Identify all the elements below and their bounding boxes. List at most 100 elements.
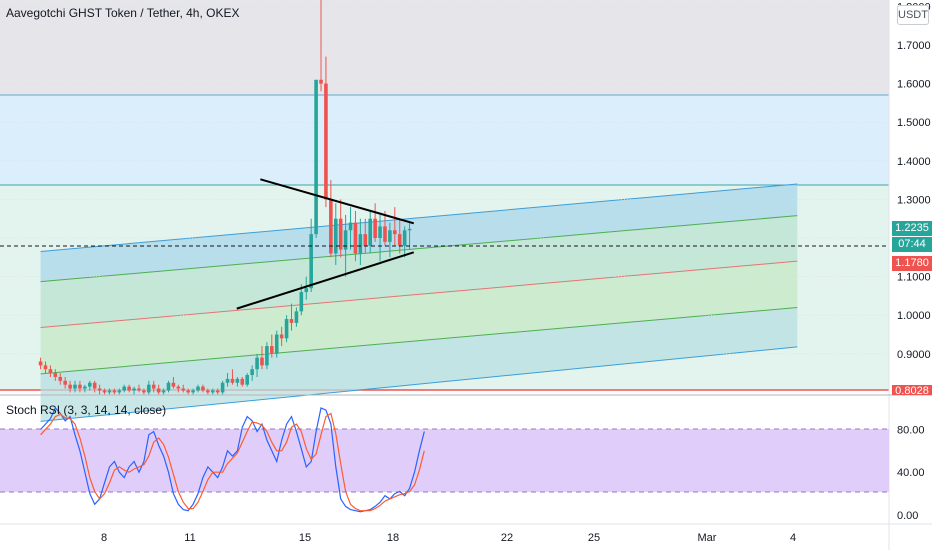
time-tick-label: 8 (101, 532, 107, 544)
candle-body (333, 218, 338, 254)
candle-body (215, 390, 220, 393)
candle-body (43, 365, 48, 370)
candle-body (402, 230, 407, 246)
channel-line (40, 306, 798, 375)
candle-body (388, 230, 392, 242)
candle-body (102, 390, 107, 393)
time-tick-label: 4 (790, 532, 796, 544)
channel-line (40, 215, 798, 283)
candle-body (142, 390, 146, 393)
candle-body (250, 369, 254, 376)
zone-light-blue (0, 95, 889, 185)
time-tick-label: Mar (698, 532, 717, 544)
candle-body (284, 319, 289, 339)
rsi-tick-label: 40.00 (897, 467, 925, 479)
channel-line (40, 183, 798, 253)
candle-body (210, 390, 215, 393)
candle-body (166, 382, 171, 391)
candle-body (319, 79, 323, 84)
candle-body (279, 334, 284, 339)
candle-body (314, 79, 318, 235)
candle-body (97, 388, 102, 391)
candle-body (270, 346, 274, 354)
price-axis-bg (889, 0, 932, 395)
candle-body (151, 384, 156, 389)
stoch-d-line (40, 412, 425, 512)
candle-body (73, 384, 77, 389)
candle-body (78, 384, 82, 389)
time-tick-label: 25 (588, 532, 600, 544)
candle-body (156, 388, 161, 393)
stoch-k-line (40, 406, 425, 513)
candle-body (294, 311, 299, 323)
candle-body (48, 369, 53, 374)
candle-body (397, 234, 402, 246)
candle-body (368, 218, 373, 246)
rsi-tick-label: 0.00 (897, 510, 918, 522)
candle-body (274, 334, 279, 354)
candle-body (122, 386, 127, 391)
channel-line (40, 346, 798, 422)
candle-body (220, 382, 225, 393)
candle-body (393, 230, 397, 235)
red-line-price-tag: 1.1780 (892, 256, 932, 271)
rsi-tick-label: 80.00 (897, 424, 925, 436)
candle-body (137, 388, 141, 391)
rsi-title: Stoch RSI (3, 3, 14, 14, close) (6, 403, 167, 417)
candle-body (117, 390, 122, 393)
price-tick-label: 0.9000 (897, 349, 931, 361)
trendline[interactable] (236, 251, 415, 310)
candle-body (353, 222, 358, 254)
candle-body (206, 390, 210, 393)
regression-channel (40, 183, 798, 422)
candle-body (68, 384, 72, 389)
candle-body (92, 382, 97, 389)
countdown-tag: 07:44 (892, 237, 932, 252)
candle-body (83, 386, 87, 389)
candle-body (348, 222, 353, 231)
candlesticks (38, 0, 412, 395)
price-tick-label: 1.6000 (897, 79, 931, 91)
candle-body (329, 199, 333, 254)
candle-body (107, 390, 112, 393)
time-tick-label: 18 (387, 532, 399, 544)
candle-body (299, 292, 304, 312)
candle-body (255, 357, 259, 370)
bottom-line-price-tag: 0.8028 (892, 385, 932, 395)
candle-body (245, 375, 250, 385)
time-axis-ticks: 8 11 15 18 22 25 Mar 4 (101, 532, 796, 544)
price-tick-label: 1.3000 (897, 194, 931, 206)
price-tick-label: 1.7000 (897, 40, 931, 52)
rsi-pane (0, 406, 889, 513)
candle-body (407, 228, 412, 231)
candle-body (230, 378, 235, 383)
candle-body (378, 226, 382, 238)
price-tick-label: 1.4000 (897, 156, 931, 168)
candle-body (373, 218, 377, 238)
current-price-tag: 1.2235 (892, 221, 932, 236)
chart-title: Aavegotchi GHST Token / Tether, 4h, OKEX (6, 6, 240, 20)
currency-unit-button[interactable]: USDT (897, 5, 929, 25)
candle-body (112, 390, 117, 393)
candle-body (53, 373, 58, 377)
candle-body (383, 226, 387, 242)
candle-body (363, 234, 368, 246)
rsi-axis-ticks: 80.00 40.00 0.00 (897, 424, 925, 522)
candle-body (147, 384, 151, 393)
candle-body (309, 234, 313, 289)
candle-body (38, 361, 43, 366)
candle-body (343, 230, 348, 250)
candle-body (235, 378, 240, 383)
candle-body (240, 378, 245, 385)
channel-band (40, 261, 798, 374)
time-tick-label: 11 (184, 532, 195, 544)
candle-body (132, 388, 136, 391)
candle-body (171, 382, 176, 387)
rsi-band (0, 429, 889, 492)
candle-body (186, 390, 190, 393)
candle-body (265, 346, 269, 366)
candle-body (181, 388, 186, 391)
candle-body (201, 386, 205, 391)
trendline[interactable] (260, 178, 415, 225)
